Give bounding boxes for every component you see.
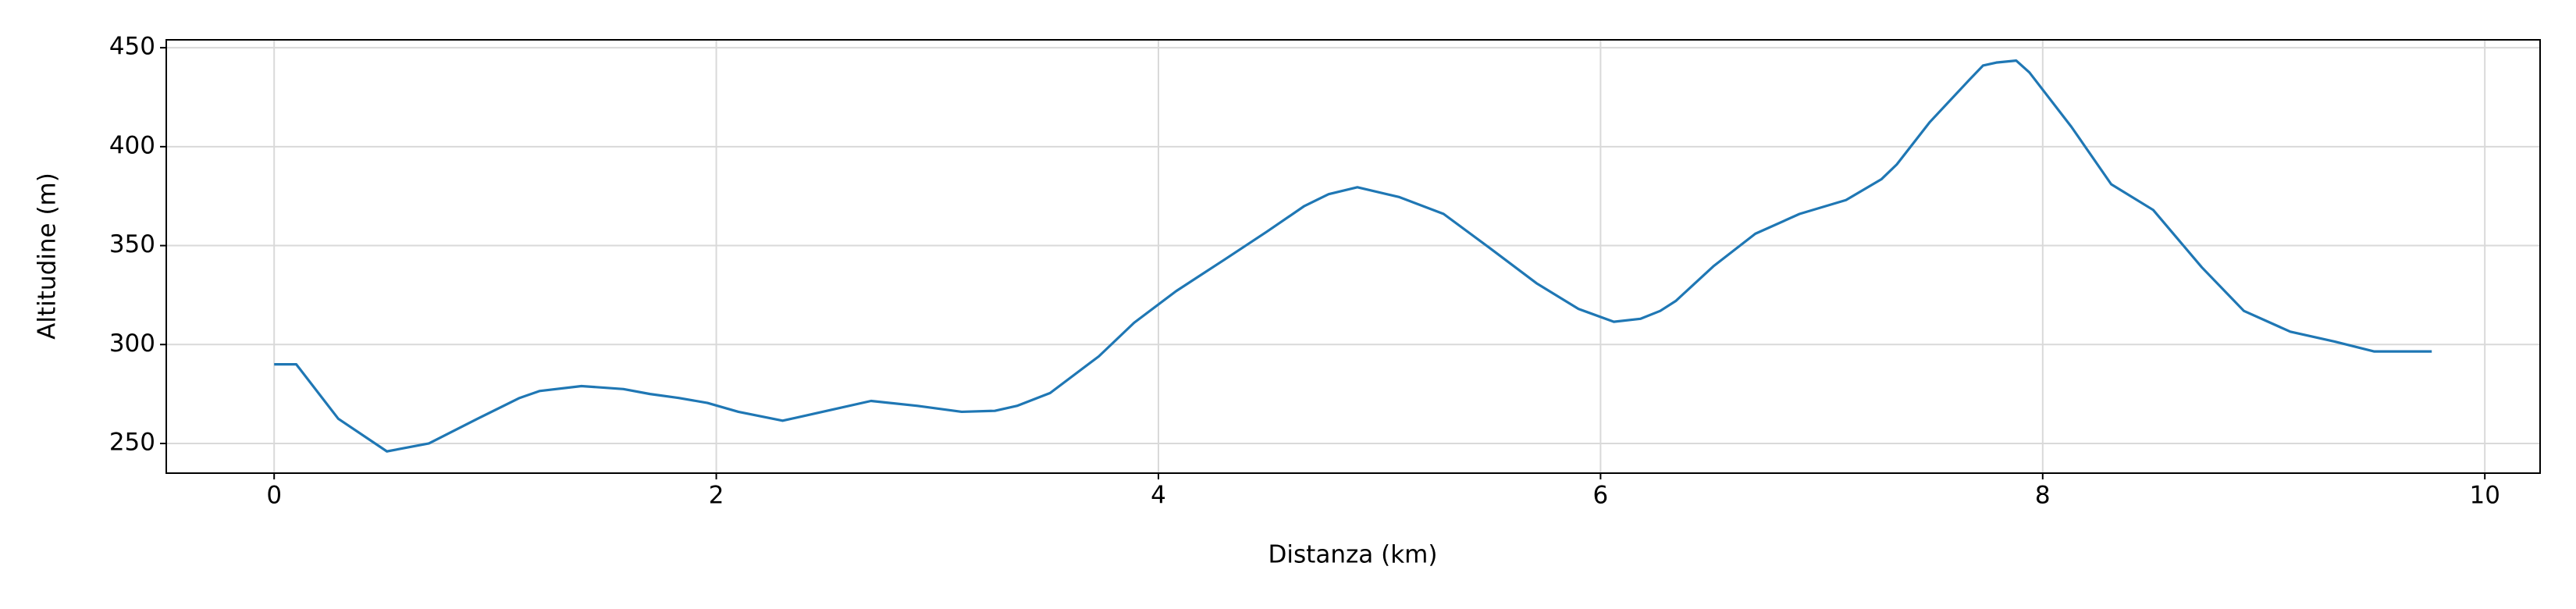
x-tick-label: 2	[709, 482, 724, 510]
y-tick-label: 300	[109, 329, 155, 358]
y-tick-label: 350	[109, 230, 155, 258]
elevation-line	[274, 59, 2432, 453]
y-tick-label: 450	[109, 33, 155, 61]
x-tick-label: 4	[1151, 482, 1166, 510]
y-axis-label: Altitudine (m)	[34, 173, 62, 340]
y-tick-label: 250	[109, 428, 155, 456]
x-tick-label: 10	[2469, 482, 2500, 510]
x-tick-label: 0	[266, 482, 282, 510]
plot-frame	[165, 39, 2541, 474]
y-tick-label: 400	[109, 131, 155, 159]
x-tick-label: 6	[1593, 482, 1609, 510]
x-tick-label: 8	[2035, 482, 2051, 510]
x-axis-label: Distanza (km)	[1268, 541, 1438, 569]
